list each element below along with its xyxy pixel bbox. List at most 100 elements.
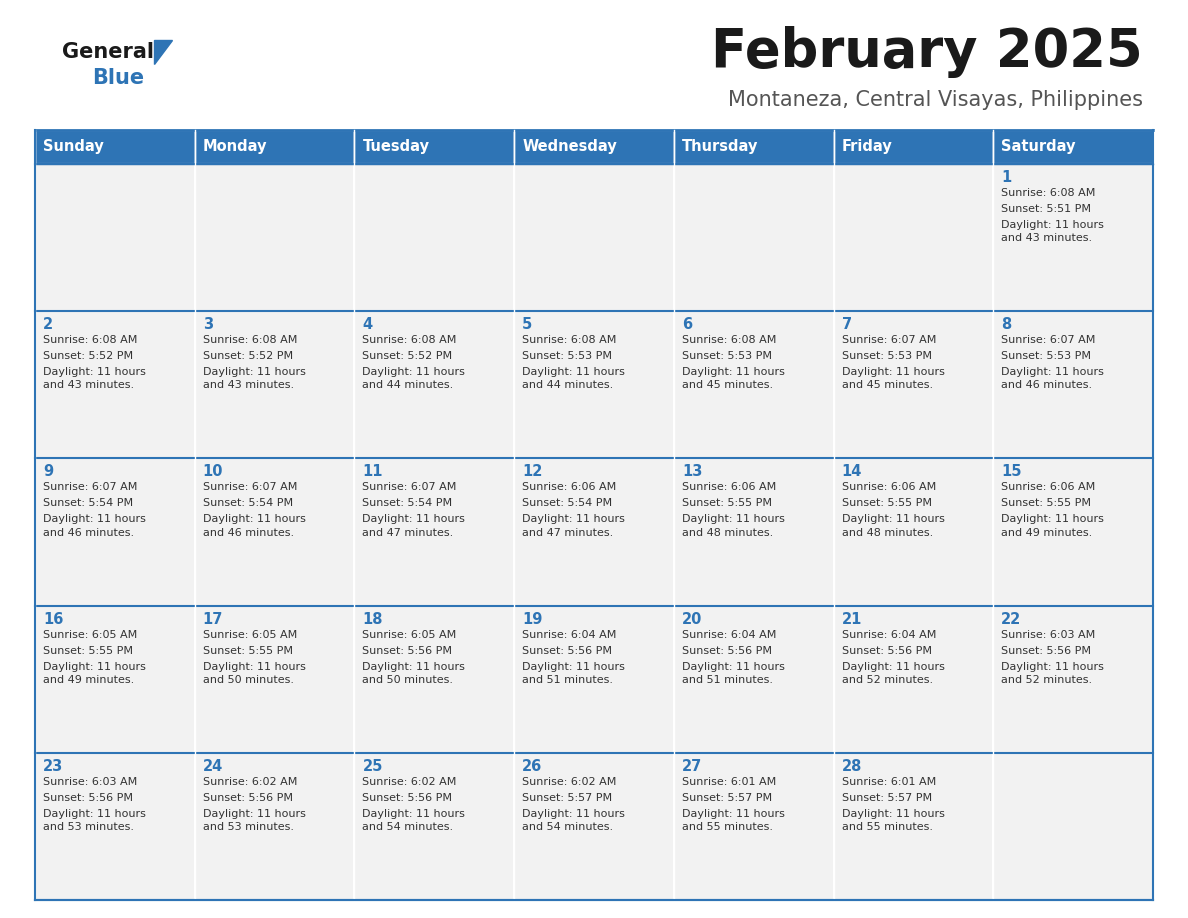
Text: Sunset: 5:53 PM: Sunset: 5:53 PM: [841, 352, 931, 361]
Text: Sunrise: 6:07 AM: Sunrise: 6:07 AM: [1001, 335, 1095, 345]
Bar: [514, 164, 674, 311]
Text: Sunset: 5:56 PM: Sunset: 5:56 PM: [203, 793, 292, 803]
Bar: [354, 164, 514, 311]
Text: 3: 3: [203, 318, 213, 332]
Text: Daylight: 11 hours
and 48 minutes.: Daylight: 11 hours and 48 minutes.: [682, 514, 785, 538]
Bar: [354, 130, 514, 164]
Text: Friday: Friday: [841, 140, 892, 154]
Text: Saturday: Saturday: [1001, 140, 1076, 154]
Text: Sunrise: 6:04 AM: Sunrise: 6:04 AM: [841, 630, 936, 640]
Text: 27: 27: [682, 759, 702, 774]
Text: 9: 9: [43, 465, 53, 479]
Text: 28: 28: [841, 759, 862, 774]
Text: Sunrise: 6:07 AM: Sunrise: 6:07 AM: [203, 482, 297, 492]
Bar: [354, 606, 514, 753]
Bar: [993, 458, 1154, 606]
Text: Monday: Monday: [203, 140, 267, 154]
Bar: [834, 606, 993, 753]
Text: Sunset: 5:56 PM: Sunset: 5:56 PM: [523, 645, 612, 655]
Text: Sunrise: 6:08 AM: Sunrise: 6:08 AM: [682, 335, 776, 345]
Bar: [674, 311, 834, 458]
Text: 15: 15: [1001, 465, 1022, 479]
Bar: [514, 753, 674, 900]
Text: Sunrise: 6:08 AM: Sunrise: 6:08 AM: [1001, 188, 1095, 198]
Bar: [834, 130, 993, 164]
Text: 21: 21: [841, 611, 862, 627]
Text: Daylight: 11 hours
and 52 minutes.: Daylight: 11 hours and 52 minutes.: [1001, 662, 1104, 685]
Text: Daylight: 11 hours
and 46 minutes.: Daylight: 11 hours and 46 minutes.: [203, 514, 305, 538]
Bar: [354, 311, 514, 458]
Bar: [834, 458, 993, 606]
Text: Sunday: Sunday: [43, 140, 103, 154]
Text: Sunset: 5:54 PM: Sunset: 5:54 PM: [362, 498, 453, 509]
Text: 11: 11: [362, 465, 383, 479]
Text: Sunset: 5:55 PM: Sunset: 5:55 PM: [43, 645, 133, 655]
Text: Sunrise: 6:06 AM: Sunrise: 6:06 AM: [682, 482, 776, 492]
Text: Daylight: 11 hours
and 49 minutes.: Daylight: 11 hours and 49 minutes.: [43, 662, 146, 685]
Text: Sunrise: 6:05 AM: Sunrise: 6:05 AM: [43, 630, 138, 640]
Text: Sunset: 5:57 PM: Sunset: 5:57 PM: [523, 793, 612, 803]
Text: Sunset: 5:52 PM: Sunset: 5:52 PM: [203, 352, 292, 361]
Text: Sunset: 5:51 PM: Sunset: 5:51 PM: [1001, 204, 1092, 214]
Bar: [834, 164, 993, 311]
Bar: [34, 130, 195, 164]
Text: 23: 23: [43, 759, 63, 774]
Text: Sunset: 5:56 PM: Sunset: 5:56 PM: [362, 645, 453, 655]
Bar: [195, 458, 354, 606]
Text: Sunrise: 6:04 AM: Sunrise: 6:04 AM: [682, 630, 776, 640]
Text: Daylight: 11 hours
and 47 minutes.: Daylight: 11 hours and 47 minutes.: [523, 514, 625, 538]
Text: Sunset: 5:54 PM: Sunset: 5:54 PM: [203, 498, 292, 509]
Bar: [514, 130, 674, 164]
Text: Daylight: 11 hours
and 52 minutes.: Daylight: 11 hours and 52 minutes.: [841, 662, 944, 685]
Bar: [834, 311, 993, 458]
Text: Daylight: 11 hours
and 43 minutes.: Daylight: 11 hours and 43 minutes.: [43, 367, 146, 390]
Text: Sunrise: 6:08 AM: Sunrise: 6:08 AM: [523, 335, 617, 345]
Text: Sunrise: 6:05 AM: Sunrise: 6:05 AM: [203, 630, 297, 640]
Text: 26: 26: [523, 759, 543, 774]
Text: Sunset: 5:55 PM: Sunset: 5:55 PM: [682, 498, 772, 509]
Bar: [514, 606, 674, 753]
Text: Daylight: 11 hours
and 50 minutes.: Daylight: 11 hours and 50 minutes.: [203, 662, 305, 685]
Text: Tuesday: Tuesday: [362, 140, 429, 154]
Text: Daylight: 11 hours
and 55 minutes.: Daylight: 11 hours and 55 minutes.: [682, 809, 785, 832]
Text: Sunrise: 6:03 AM: Sunrise: 6:03 AM: [43, 777, 138, 787]
Bar: [34, 311, 195, 458]
Text: Sunrise: 6:05 AM: Sunrise: 6:05 AM: [362, 630, 456, 640]
Bar: [354, 458, 514, 606]
Text: Daylight: 11 hours
and 47 minutes.: Daylight: 11 hours and 47 minutes.: [362, 514, 466, 538]
Text: 16: 16: [43, 611, 63, 627]
Text: February 2025: February 2025: [712, 26, 1143, 78]
Text: Sunrise: 6:07 AM: Sunrise: 6:07 AM: [43, 482, 138, 492]
Bar: [514, 458, 674, 606]
Bar: [674, 130, 834, 164]
Text: Sunrise: 6:07 AM: Sunrise: 6:07 AM: [362, 482, 457, 492]
Text: 4: 4: [362, 318, 373, 332]
Text: Daylight: 11 hours
and 44 minutes.: Daylight: 11 hours and 44 minutes.: [523, 367, 625, 390]
Bar: [993, 753, 1154, 900]
Bar: [195, 753, 354, 900]
Text: 6: 6: [682, 318, 691, 332]
Text: 22: 22: [1001, 611, 1022, 627]
Bar: [993, 130, 1154, 164]
Text: Daylight: 11 hours
and 45 minutes.: Daylight: 11 hours and 45 minutes.: [682, 367, 785, 390]
Text: 18: 18: [362, 611, 383, 627]
Bar: [674, 753, 834, 900]
Text: Daylight: 11 hours
and 43 minutes.: Daylight: 11 hours and 43 minutes.: [203, 367, 305, 390]
Text: Sunrise: 6:01 AM: Sunrise: 6:01 AM: [841, 777, 936, 787]
Text: Sunrise: 6:03 AM: Sunrise: 6:03 AM: [1001, 630, 1095, 640]
Text: Daylight: 11 hours
and 53 minutes.: Daylight: 11 hours and 53 minutes.: [43, 809, 146, 832]
Text: Sunset: 5:56 PM: Sunset: 5:56 PM: [841, 645, 931, 655]
Polygon shape: [154, 40, 172, 64]
Bar: [195, 606, 354, 753]
Text: Sunset: 5:52 PM: Sunset: 5:52 PM: [43, 352, 133, 361]
Text: Sunrise: 6:02 AM: Sunrise: 6:02 AM: [203, 777, 297, 787]
Text: 14: 14: [841, 465, 862, 479]
Text: Sunrise: 6:07 AM: Sunrise: 6:07 AM: [841, 335, 936, 345]
Text: 8: 8: [1001, 318, 1011, 332]
Text: 10: 10: [203, 465, 223, 479]
Text: 5: 5: [523, 318, 532, 332]
Text: Sunrise: 6:02 AM: Sunrise: 6:02 AM: [523, 777, 617, 787]
Text: Daylight: 11 hours
and 49 minutes.: Daylight: 11 hours and 49 minutes.: [1001, 514, 1104, 538]
Bar: [993, 606, 1154, 753]
Text: Daylight: 11 hours
and 53 minutes.: Daylight: 11 hours and 53 minutes.: [203, 809, 305, 832]
